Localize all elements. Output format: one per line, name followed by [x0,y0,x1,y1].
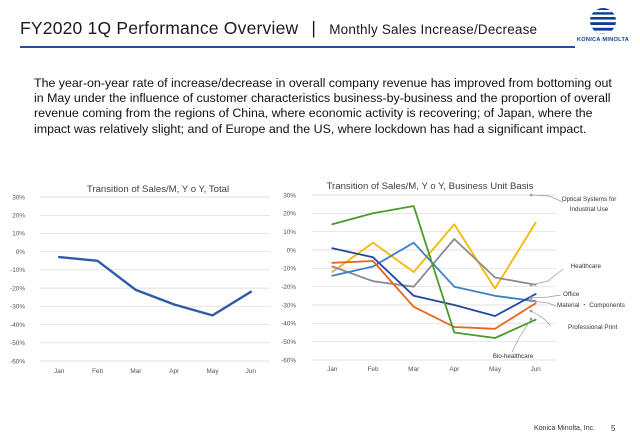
page-subtitle: Monthly Sales Increase/Decrease [329,22,538,37]
x-tick-label: Jan [54,368,65,375]
title-text: FY2020 1Q Performance Overview [20,18,299,38]
page-title: FY2020 1Q Performance Overview | Monthly… [20,18,537,39]
series-line-material-components [331,260,537,330]
y-tick-label: -20% [10,285,25,292]
series-line-office [331,241,537,303]
y-tick-label: 10% [12,231,25,238]
label-leader-line [530,300,557,307]
label-leader-dot [529,193,533,197]
label-leader-dot [529,283,533,287]
x-tick-label: Mar [130,368,142,375]
y-tick-label: -40% [281,321,296,328]
series-label: Healthcare [571,263,602,270]
page-header: FY2020 1Q Performance Overview | Monthly… [0,0,640,46]
x-tick-label: Apr [169,368,180,375]
x-tick-label: Feb [367,366,378,373]
y-tick-label: -20% [281,284,296,291]
footer-company: Konica Minolta, Inc. [534,425,596,432]
y-tick-label: 20% [12,213,25,220]
y-tick-label: -40% [10,322,25,329]
logo-text: KONICA MINOLTA [576,37,630,43]
label-leader-dot [529,317,533,321]
x-tick-label: May [206,368,219,375]
header-rule [20,46,575,48]
x-tick-label: May [489,366,502,373]
y-tick-label: 0% [16,249,26,256]
series-line-healthcare [331,238,537,288]
series-label: Material ・ Components [557,302,625,309]
x-tick-label: Jan [327,366,338,373]
y-tick-label: 30% [283,192,296,199]
series-line-bio-healthcare [331,205,537,339]
y-tick-label: -30% [10,304,25,311]
label-leader-line [530,268,564,286]
label-leader-line [530,194,564,203]
y-tick-label: 0% [287,247,297,254]
x-tick-label: Jun [531,366,542,373]
label-leader-line [530,310,552,327]
y-tick-label: -10% [281,266,296,273]
overview-paragraph: The year-on-year rate of increase/decrea… [34,76,612,136]
series-line-total [58,255,253,317]
y-tick-label: 20% [283,211,296,218]
logo-globe-icon [590,8,616,34]
x-tick-label: Mar [408,366,420,373]
x-tick-label: Jun [246,368,257,375]
chart-title: Transition of Sales/M, Y o Y, Business U… [327,181,534,192]
label-leader-dot [529,309,533,313]
chart-title: Transition of Sales/M, Y o Y, Total [87,184,229,195]
y-tick-label: -50% [10,340,25,347]
y-tick-label: -60% [10,358,25,365]
y-tick-label: 30% [12,194,25,201]
series-label: Optical Systems for Industrial Use [562,196,617,213]
x-tick-label: Apr [449,366,460,373]
y-tick-label: -30% [281,302,296,309]
series-label: Office [563,291,580,298]
y-tick-label: -10% [10,267,25,274]
series-line-optical-systems-for-industrial-use [331,221,537,290]
series-label: Bio-healthcare [493,353,534,360]
label-leader-line [511,318,532,353]
y-tick-label: 10% [283,229,296,236]
company-logo: KONICA MINOLTA [572,6,634,46]
series-line-professional-print [331,247,537,317]
page-number: 5 [611,424,616,433]
x-tick-label: Feb [92,368,103,375]
series-label: Professional Print [568,324,618,331]
label-leader-dot [529,299,533,303]
label-leader-dot [529,296,533,300]
title-separator: | [311,18,317,38]
label-leader-line [530,294,562,299]
y-tick-label: -60% [281,357,296,364]
y-tick-label: -50% [281,339,296,346]
